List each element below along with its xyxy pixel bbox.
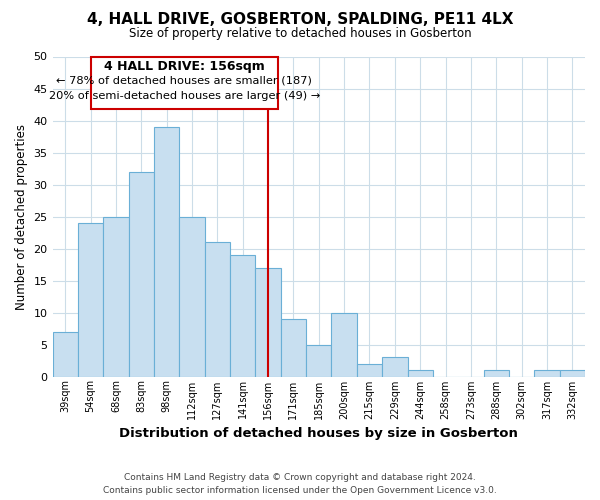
- Text: 20% of semi-detached houses are larger (49) →: 20% of semi-detached houses are larger (…: [49, 91, 320, 101]
- FancyBboxPatch shape: [91, 56, 278, 109]
- Bar: [484, 370, 509, 376]
- Bar: [357, 364, 382, 376]
- Bar: [281, 319, 306, 376]
- Bar: [179, 216, 205, 376]
- Y-axis label: Number of detached properties: Number of detached properties: [15, 124, 28, 310]
- Bar: [78, 223, 103, 376]
- Text: ← 78% of detached houses are smaller (187): ← 78% of detached houses are smaller (18…: [56, 76, 313, 86]
- Bar: [560, 370, 585, 376]
- Bar: [103, 216, 128, 376]
- Bar: [53, 332, 78, 376]
- Bar: [128, 172, 154, 376]
- Bar: [306, 344, 331, 376]
- X-axis label: Distribution of detached houses by size in Gosberton: Distribution of detached houses by size …: [119, 427, 518, 440]
- Bar: [230, 255, 256, 376]
- Bar: [154, 127, 179, 376]
- Text: 4, HALL DRIVE, GOSBERTON, SPALDING, PE11 4LX: 4, HALL DRIVE, GOSBERTON, SPALDING, PE11…: [87, 12, 513, 28]
- Bar: [382, 358, 407, 376]
- Text: Size of property relative to detached houses in Gosberton: Size of property relative to detached ho…: [128, 28, 472, 40]
- Text: 4 HALL DRIVE: 156sqm: 4 HALL DRIVE: 156sqm: [104, 60, 265, 72]
- Text: Contains HM Land Registry data © Crown copyright and database right 2024.
Contai: Contains HM Land Registry data © Crown c…: [103, 473, 497, 495]
- Bar: [256, 268, 281, 376]
- Bar: [407, 370, 433, 376]
- Bar: [331, 312, 357, 376]
- Bar: [205, 242, 230, 376]
- Bar: [534, 370, 560, 376]
